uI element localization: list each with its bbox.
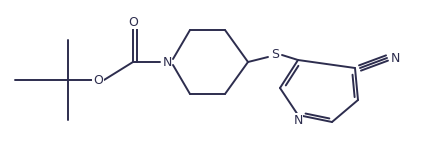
Text: O: O (93, 74, 103, 87)
Text: N: N (390, 51, 400, 64)
Text: N: N (162, 56, 172, 69)
Text: N: N (293, 114, 303, 126)
Text: O: O (128, 15, 138, 28)
Text: S: S (271, 48, 279, 62)
